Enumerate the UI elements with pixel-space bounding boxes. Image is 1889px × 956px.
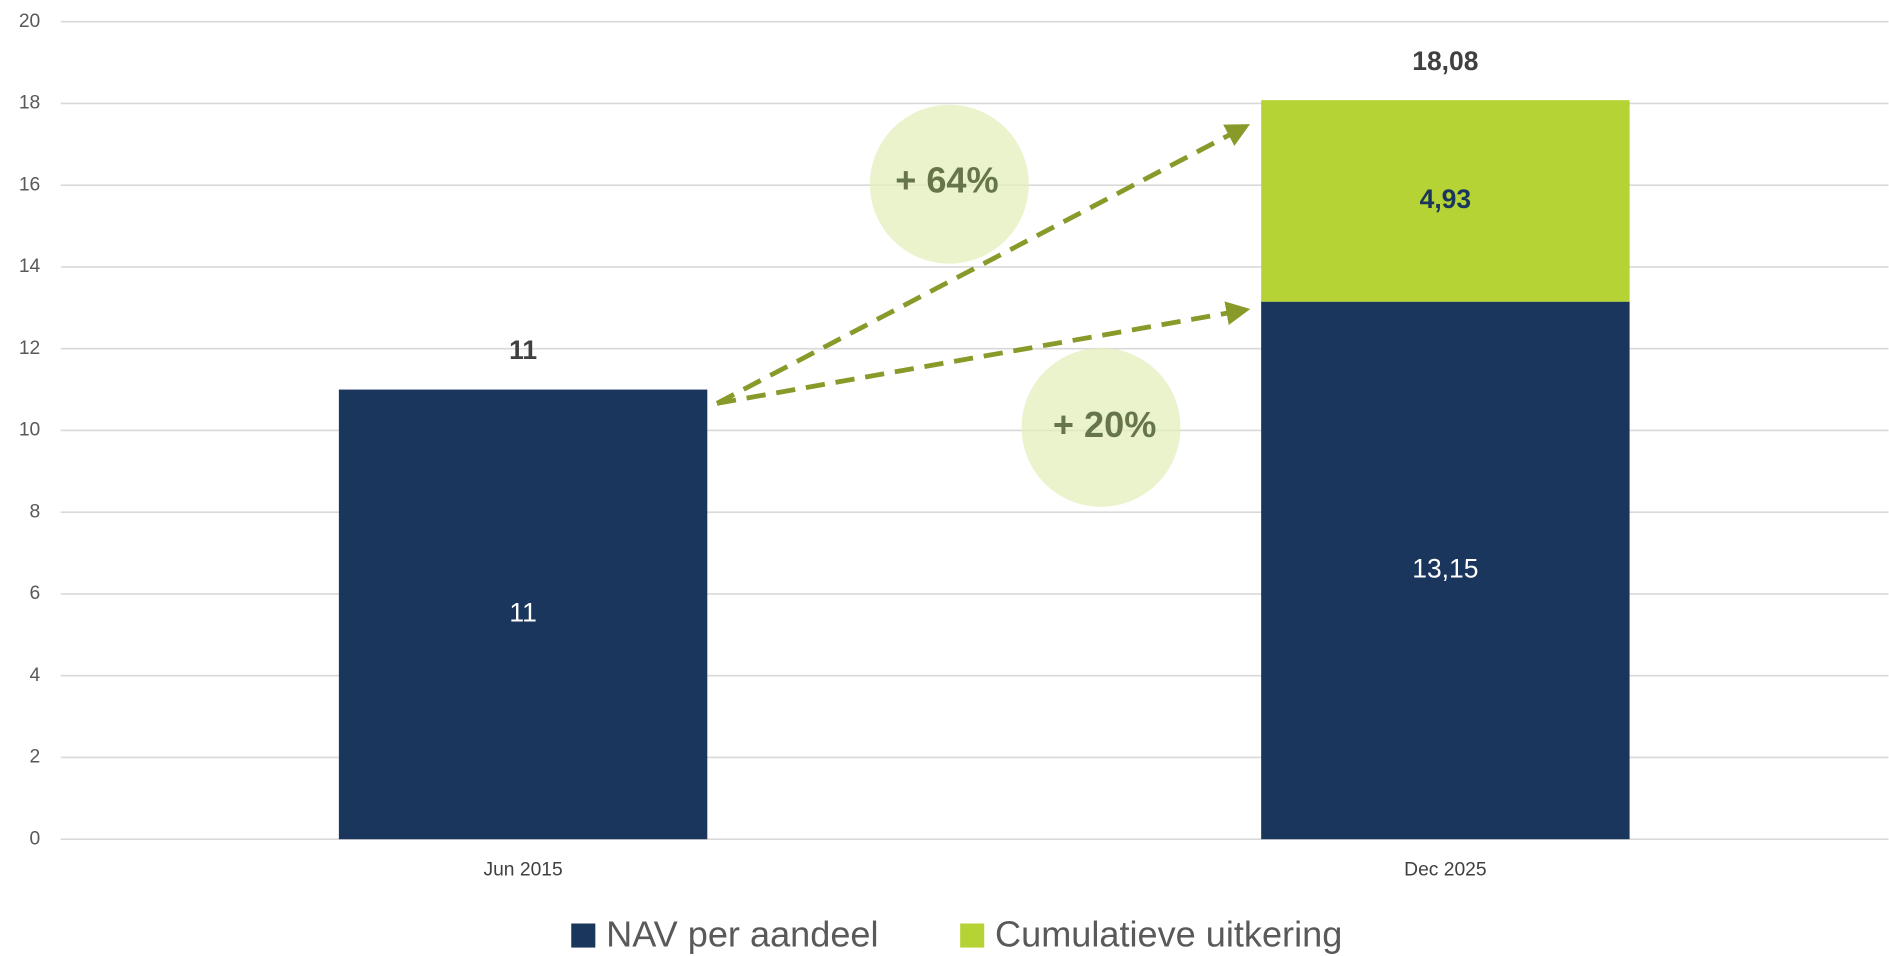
bar-segment [1261,100,1630,302]
data-label: 11 [509,597,536,627]
annotation: + 20% [1053,404,1156,445]
annotation: + 64% [895,160,998,201]
y-tick-label: 18 [19,93,40,114]
bars: Jun 2015 11 11 Dec 2025 13,15 4,93 18,08 [338,46,1630,881]
bar-segment [338,389,708,840]
y-tick-label: 20 [19,11,40,32]
legend-swatch [571,923,596,948]
arrow [715,123,1251,406]
legend-label: NAV per aandeel [606,913,878,954]
y-tick-label: 0 [30,828,41,849]
y-tick-label: 6 [30,583,41,604]
legend-swatch [960,923,985,948]
y-tick-label: 14 [19,256,41,277]
annotation-arrows: + 64% + 20% [715,104,1251,507]
y-tick-label: 12 [19,338,40,359]
y-tick-label: 2 [30,747,41,768]
x-tick-label: Jun 2015 [483,860,562,881]
y-tick-label: 16 [19,174,40,195]
x-tick-label: Dec 2025 [1404,860,1486,881]
data-label: 4,93 [1420,184,1472,214]
bar-segment [1261,301,1630,840]
legend: NAV per aandeel Cumulatieve uitkering [571,913,1342,954]
y-tick-label: 10 [19,420,40,441]
y-tick-label: 4 [30,665,41,686]
annotation-bubble [1021,347,1181,507]
legend-label: Cumulatieve uitkering [995,913,1342,954]
data-label: 13,15 [1412,553,1478,583]
total-label: 18,08 [1412,46,1478,76]
total-label: 11 [509,335,537,365]
annotation-bubble [869,104,1029,264]
y-tick-label: 8 [30,501,41,522]
